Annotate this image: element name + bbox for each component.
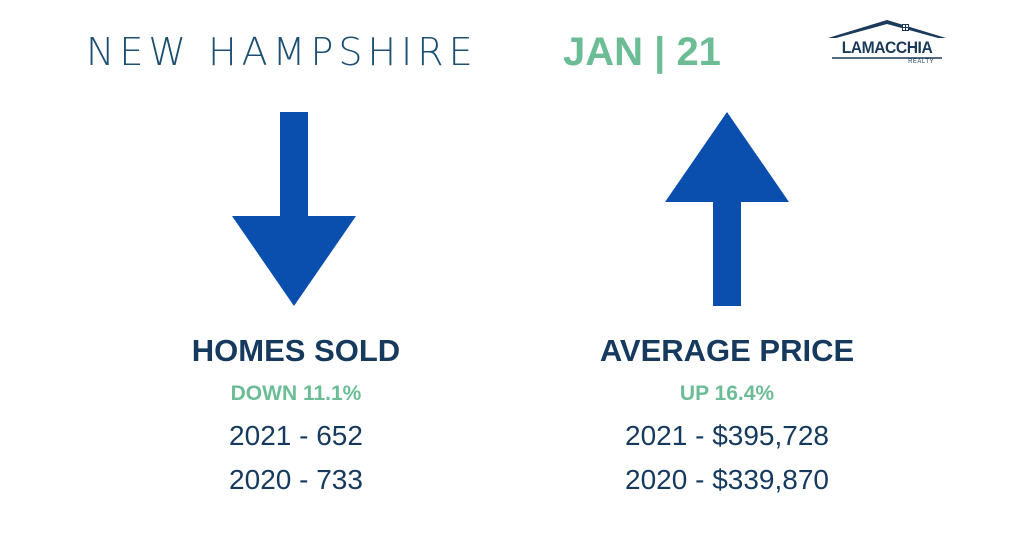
average-price-2020: 2020 - $339,870 [625,464,829,495]
period-label: JAN | 21 [563,30,721,74]
homes-sold-2021: 2021 - 652 [229,420,363,451]
homes-sold-title: HOMES SOLD [191,333,401,368]
lamacchia-logo: LAMACCHIA REALTY [826,18,948,80]
region-title: NEW HAMPSHIRE [86,30,478,74]
average-price-panel: AVERAGE PRICE UP 16.4% 2021 - $395,728 2… [527,330,927,502]
average-price-title: AVERAGE PRICE [599,333,855,368]
house-roof-icon [828,20,946,59]
logo-subtitle: REALTY [908,59,934,65]
average-price-change: UP 16.4% [679,382,775,405]
homes-sold-2020: 2020 - 733 [229,464,363,495]
average-price-2021: 2021 - $395,728 [625,420,829,451]
homes-sold-panel: HOMES SOLD DOWN 11.1% 2021 - 652 2020 - … [96,330,496,502]
logo-name: LAMACCHIA [841,38,933,57]
arrow-down-icon [232,112,356,311]
homes-sold-change: DOWN 11.1% [230,382,362,405]
arrow-up-icon [665,112,789,311]
